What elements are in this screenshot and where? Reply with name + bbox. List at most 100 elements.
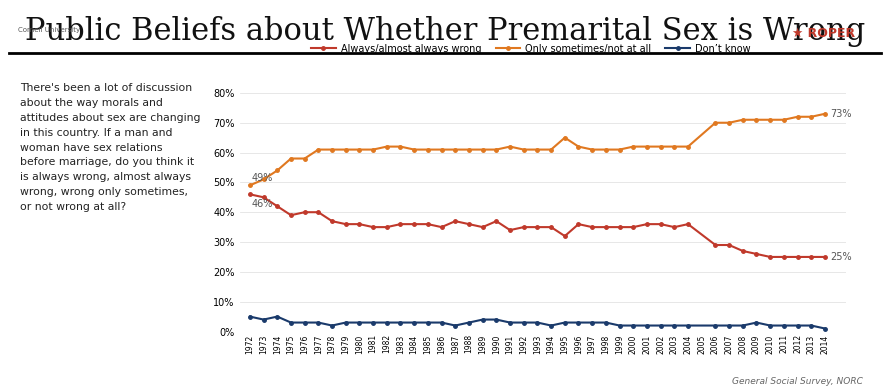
Always/almost always wrong [340,222,351,227]
Always/almost always wrong [546,225,556,229]
Always/almost always wrong [669,225,680,229]
Always/almost always wrong [601,225,611,229]
Always/almost always wrong [368,225,378,229]
Don’t know [409,320,419,325]
Don’t know [477,317,488,322]
Always/almost always wrong [477,225,488,229]
Only sometimes/not at all [724,121,734,125]
Only sometimes/not at all [340,147,351,152]
Always/almost always wrong [655,222,666,227]
Only sometimes/not at all [477,147,488,152]
Always/almost always wrong [491,219,502,223]
Don’t know [340,320,351,325]
Only sometimes/not at all [245,183,255,188]
Text: Public Beliefs about Whether Premarital Sex is Wrong: Public Beliefs about Whether Premarital … [25,16,865,46]
Don’t know [587,320,597,325]
Line: Only sometimes/not at all: Only sometimes/not at all [248,112,827,187]
Always/almost always wrong [765,255,775,259]
Don’t know [505,320,515,325]
Only sometimes/not at all [792,114,803,119]
Only sometimes/not at all [409,147,419,152]
Only sometimes/not at all [587,147,597,152]
Always/almost always wrong [299,210,310,215]
Always/almost always wrong [710,243,721,247]
Don’t know [779,323,789,328]
Only sometimes/not at all [655,144,666,149]
Only sometimes/not at all [299,156,310,161]
Only sometimes/not at all [532,147,543,152]
Don’t know [354,320,365,325]
Always/almost always wrong [820,255,830,259]
Don’t know [395,320,406,325]
Always/almost always wrong [751,252,762,256]
Always/almost always wrong [409,222,419,227]
Don’t know [450,323,461,328]
Don’t know [272,314,283,319]
Always/almost always wrong [327,219,337,223]
Always/almost always wrong [724,243,734,247]
Don’t know [573,320,584,325]
Only sometimes/not at all [820,112,830,116]
Only sometimes/not at all [395,144,406,149]
Don’t know [655,323,666,328]
Don’t know [751,320,762,325]
Only sometimes/not at all [450,147,461,152]
Always/almost always wrong [792,255,803,259]
Don’t know [313,320,324,325]
Don’t know [286,320,296,325]
Only sometimes/not at all [518,147,529,152]
Only sometimes/not at all [751,117,762,122]
Always/almost always wrong [354,222,365,227]
Text: 46%: 46% [251,199,272,209]
Only sometimes/not at all [327,147,337,152]
Only sometimes/not at all [683,144,693,149]
Don’t know [669,323,680,328]
Only sometimes/not at all [738,117,748,122]
Only sometimes/not at all [423,147,433,152]
Always/almost always wrong [286,213,296,218]
Don’t know [532,320,543,325]
Don’t know [642,323,652,328]
Legend: Always/almost always wrong, Only sometimes/not at all, Don’t know: Always/almost always wrong, Only sometim… [307,40,754,58]
Text: ★ ROPER: ★ ROPER [792,27,854,40]
Don’t know [258,317,269,322]
Line: Always/almost always wrong: Always/almost always wrong [248,193,827,259]
Always/almost always wrong [587,225,597,229]
Only sometimes/not at all [286,156,296,161]
Don’t know [423,320,433,325]
Only sometimes/not at all [710,121,721,125]
Always/almost always wrong [683,222,693,227]
Always/almost always wrong [560,234,570,238]
Only sometimes/not at all [436,147,447,152]
Only sometimes/not at all [313,147,324,152]
Only sometimes/not at all [560,135,570,140]
Text: General Social Survey, NORC: General Social Survey, NORC [732,377,863,386]
Always/almost always wrong [382,225,392,229]
Only sometimes/not at all [354,147,365,152]
Always/almost always wrong [505,228,515,232]
Only sometimes/not at all [573,144,584,149]
Always/almost always wrong [395,222,406,227]
Only sometimes/not at all [464,147,474,152]
Always/almost always wrong [532,225,543,229]
Always/almost always wrong [573,222,584,227]
Only sometimes/not at all [765,117,775,122]
Don’t know [464,320,474,325]
Only sometimes/not at all [546,147,556,152]
Always/almost always wrong [738,249,748,254]
Only sometimes/not at all [669,144,680,149]
Always/almost always wrong [518,225,529,229]
Don’t know [245,314,255,319]
Only sometimes/not at all [505,144,515,149]
Don’t know [382,320,392,325]
Only sometimes/not at all [258,177,269,182]
Don’t know [738,323,748,328]
Always/almost always wrong [614,225,625,229]
Only sometimes/not at all [491,147,502,152]
Don’t know [806,323,817,328]
Only sometimes/not at all [779,117,789,122]
Always/almost always wrong [436,225,447,229]
Always/almost always wrong [272,204,283,209]
Always/almost always wrong [245,192,255,197]
Only sometimes/not at all [614,147,625,152]
